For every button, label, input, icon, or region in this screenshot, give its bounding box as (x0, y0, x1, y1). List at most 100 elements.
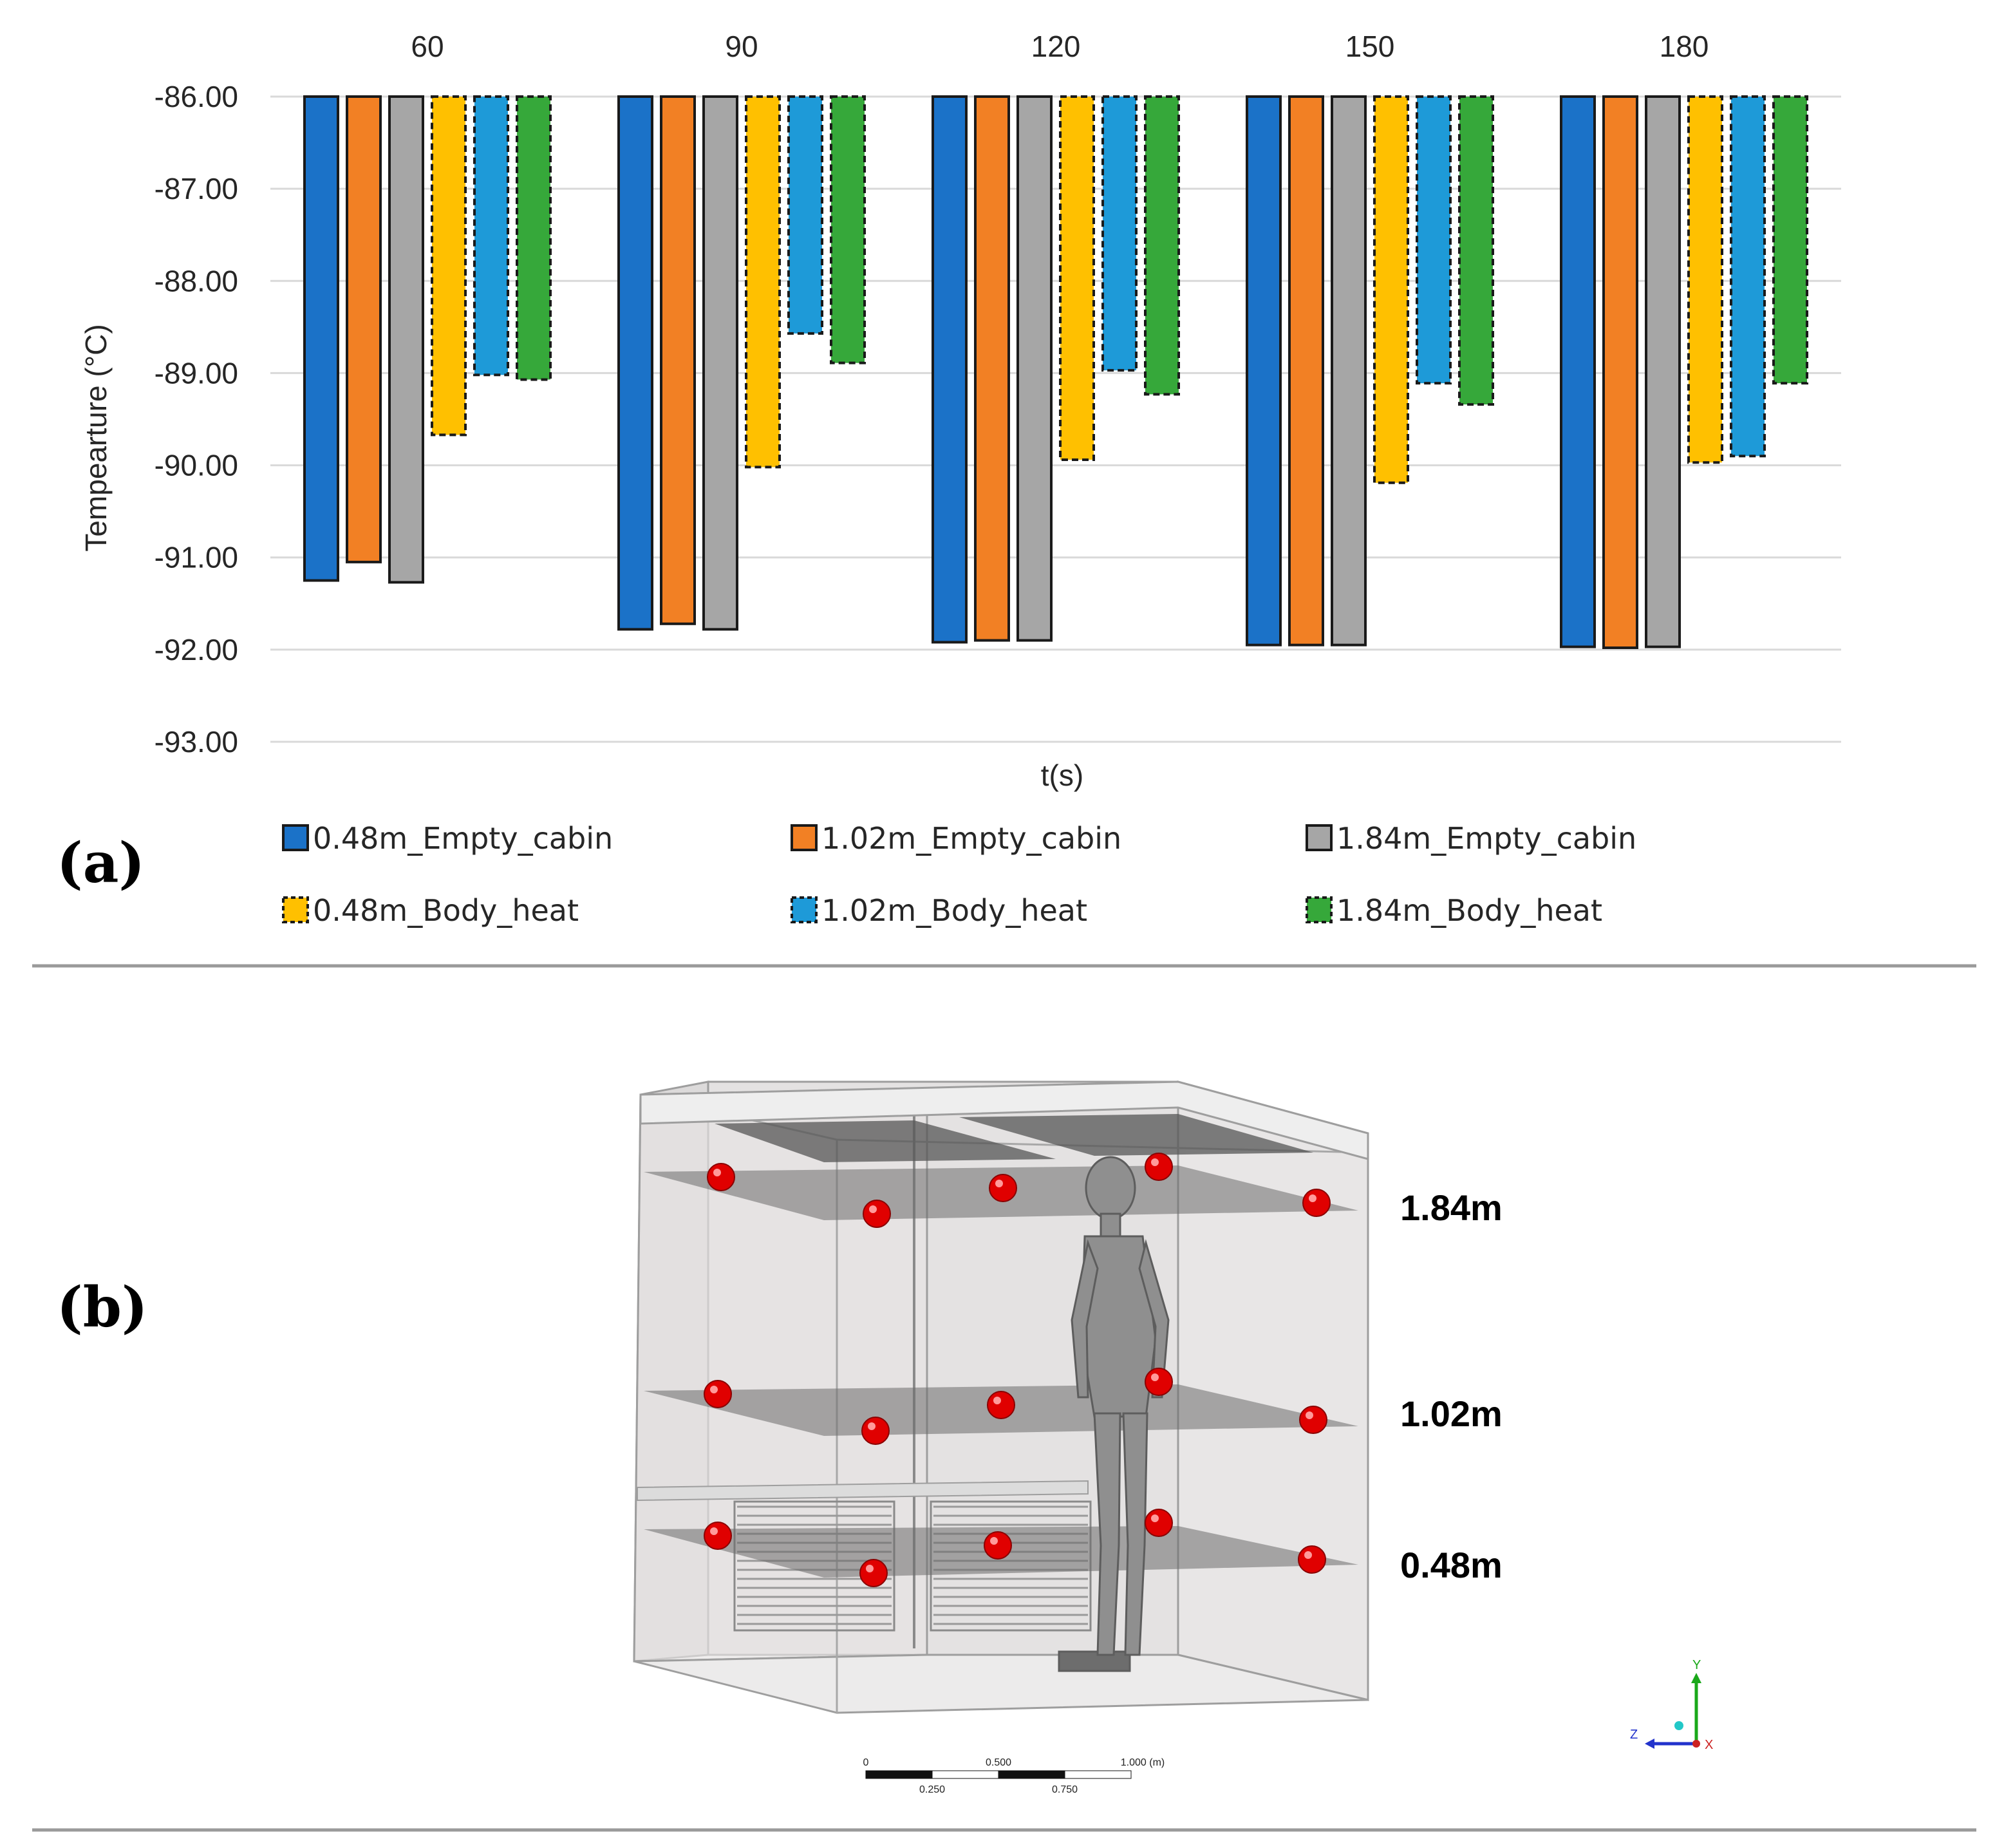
y-tick-label: -91.00 (155, 541, 238, 574)
category-label: 120 (1031, 30, 1081, 63)
triad-z-label: Z (1630, 1728, 1638, 1742)
bar-0.48m_Empty_cabin-90 (617, 95, 653, 631)
bar-0.48m_Empty_cabin-180 (1560, 95, 1596, 648)
bar-1.84m_Body_heat-60 (516, 95, 552, 381)
sensor-point (1299, 1406, 1327, 1434)
bar-0.48m_Body_heat-60 (431, 95, 467, 437)
y-tick-label: -93.00 (155, 725, 238, 759)
sensor-points (704, 1153, 1331, 1587)
y-tick-label: -89.00 (155, 356, 238, 390)
bar-1.84m_Empty_cabin-150 (1331, 95, 1367, 646)
sensor-point (1298, 1545, 1326, 1574)
y-tick-label: -88.00 (155, 264, 238, 297)
lower-shelf (637, 1480, 1089, 1502)
bar-1.02m_Body_heat-150 (1416, 95, 1452, 385)
sensor-highlight (995, 1180, 1003, 1187)
sensor-highlight (1151, 1514, 1159, 1522)
bar-1.02m_Empty_cabin-120 (974, 95, 1010, 642)
x-axis-title: t(s) (1041, 759, 1083, 792)
legend-swatch (282, 824, 309, 851)
level-label-1.02m: 1.02m (1400, 1393, 1503, 1434)
legend-label: 1.84m_Body_heat (1336, 893, 1602, 928)
bar-1.02m_Body_heat-60 (473, 95, 509, 377)
sensor-highlight (1151, 1158, 1159, 1166)
bar-1.84m_Body_heat-180 (1772, 95, 1808, 385)
bar-1.84m_Body_heat-150 (1458, 95, 1494, 406)
sensor-point (704, 1380, 732, 1408)
bar-1.84m_Body_heat-120 (1144, 95, 1180, 396)
panel-label-a: (a) (57, 831, 145, 896)
sensor-highlight (869, 1205, 877, 1213)
sensor-highlight (713, 1169, 721, 1176)
sensor-point (984, 1531, 1012, 1560)
ceiling-diffuser-left (715, 1120, 1056, 1162)
legend-swatch (791, 824, 818, 851)
axis-triad: Y Z X (1630, 1658, 1713, 1752)
y-axis-title: Tempearture (°C) (79, 324, 113, 551)
bar-1.84m_Empty_cabin-60 (388, 95, 424, 584)
triad-x-label: X (1705, 1738, 1713, 1752)
sensor-highlight (710, 1527, 718, 1535)
sensor-highlight (990, 1537, 998, 1545)
bar-1.84m_Empty_cabin-120 (1016, 95, 1053, 642)
scale-label: 0.500 (986, 1757, 1011, 1768)
legend-swatch (282, 896, 309, 923)
sensor-point (1145, 1509, 1173, 1537)
legend-label: 1.02m_Empty_cabin (821, 821, 1121, 856)
sensor-point (863, 1200, 891, 1228)
human-figure (1058, 1156, 1170, 1672)
level-label-1.84m: 1.84m (1400, 1187, 1503, 1228)
sensor-point (987, 1391, 1015, 1419)
sensor-highlight (1151, 1373, 1159, 1381)
scale-label: 1.000 (m) (1121, 1757, 1165, 1768)
legend-swatch (1306, 824, 1333, 851)
sensor-point (704, 1522, 732, 1550)
bar-0.48m_Empty_cabin-120 (932, 95, 968, 644)
sensor-highlight (866, 1565, 874, 1572)
bar-1.02m_Empty_cabin-90 (660, 95, 696, 625)
panel-label-b: (b) (57, 1275, 148, 1340)
bar-0.48m_Empty_cabin-150 (1246, 95, 1282, 646)
bar-1.02m_Empty_cabin-60 (346, 95, 382, 563)
legend-label: 1.02m_Body_heat (821, 893, 1087, 928)
category-label: 180 (1660, 30, 1709, 63)
y-tick-label: -92.00 (155, 633, 238, 666)
bar-1.02m_Empty_cabin-150 (1288, 95, 1324, 646)
bar-0.48m_Body_heat-150 (1373, 95, 1409, 484)
bar-chart: -86.00 -87.00 -88.00 -89.00 -90.00 -91.00 -92.… (79, 30, 1841, 928)
bars (303, 95, 1808, 649)
sensor-point (989, 1174, 1017, 1202)
legend-label: 0.48m_Body_heat (313, 893, 579, 928)
sensor-highlight (1304, 1551, 1312, 1559)
bar-1.84m_Empty_cabin-180 (1645, 95, 1681, 648)
bar-1.84m_Body_heat-90 (830, 95, 866, 364)
sensor-point (861, 1417, 890, 1445)
bar-1.02m_Body_heat-90 (787, 95, 823, 335)
bar-0.48m_Body_heat-120 (1059, 95, 1095, 461)
sensor-point (707, 1163, 735, 1191)
y-tick-label: -90.00 (155, 449, 238, 482)
scale-label: 0.250 (919, 1784, 945, 1795)
sensor-highlight (1309, 1194, 1316, 1202)
sensor-point (1302, 1189, 1331, 1217)
ceiling-diffuser-right (959, 1114, 1313, 1156)
category-label: 60 (411, 30, 444, 63)
bar-0.48m_Body_heat-90 (745, 95, 781, 469)
scale-label: 0.750 (1052, 1784, 1078, 1795)
category-label: 90 (725, 30, 758, 63)
sensor-highlight (868, 1422, 876, 1430)
cabin-diagram: 1.84m 1.02m 0.48m (633, 1080, 1503, 1714)
cabin-floor (633, 1654, 1369, 1714)
sensor-point (1145, 1368, 1173, 1396)
y-tick-label: -86.00 (155, 80, 238, 113)
category-labels: 60 90 120 150 180 (411, 30, 1709, 63)
ceiling-plenum (639, 1080, 1369, 1160)
bar-0.48m_Body_heat-180 (1687, 95, 1723, 464)
legend: 0.48m_Empty_cabin 1.02m_Empty_cabin 1.84m_… (282, 821, 1636, 928)
legend-label: 1.84m_Empty_cabin (1336, 821, 1636, 856)
legend-label: 0.48m_Empty_cabin (313, 821, 613, 856)
triad-y-label: Y (1692, 1658, 1701, 1672)
scale-bar: 0 0.500 1.000 (m) 0.250 0.750 (863, 1757, 1165, 1795)
sensor-highlight (710, 1386, 718, 1393)
